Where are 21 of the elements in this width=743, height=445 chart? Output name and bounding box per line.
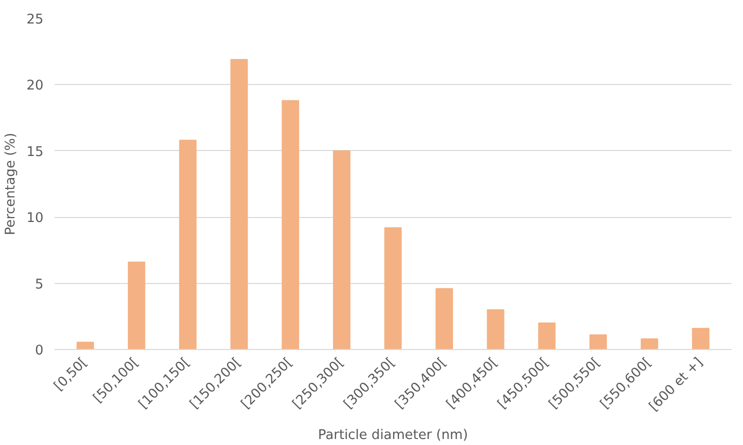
bar <box>282 100 300 350</box>
bar <box>333 150 350 350</box>
y-tick-label: 5 <box>35 277 44 292</box>
bar <box>230 59 248 350</box>
bar <box>384 227 402 350</box>
y-tick-label: 15 <box>26 144 44 160</box>
bar <box>538 322 556 350</box>
bar <box>640 338 658 350</box>
y-tick-label: 25 <box>26 12 44 28</box>
x-axis-title: Particle diameter (nm) <box>318 428 468 443</box>
y-axis-title: Percentage (%) <box>4 132 19 236</box>
bar <box>589 334 607 350</box>
bar <box>128 262 146 350</box>
bar <box>76 342 94 350</box>
y-tick-label: 0 <box>35 344 44 358</box>
bar <box>692 328 710 350</box>
y-tick-label: 20 <box>26 78 44 94</box>
bar <box>179 140 197 350</box>
bar <box>486 309 504 350</box>
bar <box>436 288 453 350</box>
y-tick-label: 10 <box>26 211 44 226</box>
